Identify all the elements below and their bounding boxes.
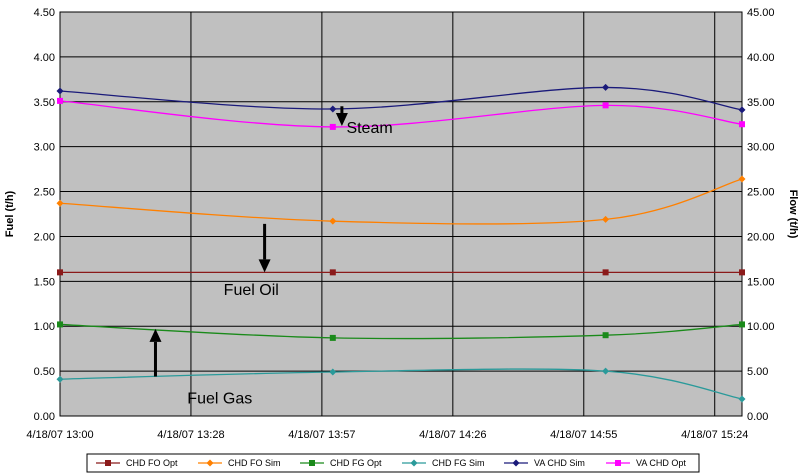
y-left-tick-label: 1.00 — [34, 321, 55, 333]
y-left-tick-label: 1.50 — [34, 276, 55, 288]
legend: CHD FO Opt CHD FO Sim CHD FG Opt CHD FG Sim… — [86, 453, 700, 473]
y-right-tick-label: 5.00 — [747, 366, 768, 378]
y-right-axis-title: Flow (t/h) — [787, 190, 799, 239]
legend-label-chd-fo-opt: CHD FO Opt — [126, 458, 178, 468]
y-left-tick-label: 0.50 — [34, 366, 55, 378]
y-left-tick-label: 3.00 — [34, 142, 55, 154]
legend-label-va-chd-sim: VA CHD Sim — [534, 458, 585, 468]
legend-marker-chd-fo-opt — [105, 460, 111, 466]
legend-label-chd-fo-sim: CHD FO Sim — [228, 458, 281, 468]
x-tick-labels: 4/18/07 13:00 4/18/07 13:28 4/18/07 13:57 4… — [26, 429, 748, 441]
data-point-chd-fg-opt — [329, 334, 336, 341]
data-point-chd-fg-opt — [602, 332, 609, 339]
annotation-steam: Steam — [346, 120, 392, 137]
data-point-chd-fo-sim — [602, 215, 610, 223]
x-tick-label: 4/18/07 14:55 — [550, 429, 617, 441]
data-point-chd-fo-sim — [738, 175, 746, 183]
series-line-va-chd-sim — [59, 86, 743, 111]
y-left-tick-label: 4.50 — [34, 7, 55, 19]
y-right-tick-label: 35.00 — [747, 97, 775, 109]
data-point-chd-fg-opt — [57, 321, 63, 328]
data-point-chd-fo-opt — [329, 269, 336, 276]
y-right-tick-label: 0.00 — [747, 411, 768, 423]
data-point-chd-fg-sim — [738, 395, 746, 403]
data-point-va-chd-opt — [329, 123, 336, 130]
x-tick-label: 4/18/07 15:24 — [681, 429, 748, 441]
data-point-va-chd-opt — [57, 97, 63, 104]
data-point-chd-fo-opt — [739, 269, 745, 276]
series-line-chd-fg-sim — [59, 368, 743, 400]
data-point-chd-fo-sim — [56, 199, 64, 207]
y-right-tick-label: 10.00 — [747, 321, 775, 333]
arrows-layer — [149, 106, 348, 377]
x-tick-label: 4/18/07 13:57 — [288, 429, 355, 441]
y-right-tick-label: 45.00 — [747, 7, 775, 19]
legend-marker-va-chd-opt — [615, 460, 621, 466]
y-right-tick-label: 40.00 — [747, 52, 775, 64]
y-right-tick-label: 15.00 — [747, 276, 775, 288]
plot-area — [59, 11, 743, 417]
series-line-chd-fg-opt — [59, 323, 743, 340]
arrow-down-icon — [258, 259, 271, 273]
legend-label-va-chd-opt: VA CHD Opt — [636, 458, 686, 468]
x-tick-label: 4/18/07 13:00 — [26, 429, 93, 441]
data-point-va-chd-sim — [602, 83, 610, 91]
data-point-chd-fg-sim — [602, 367, 610, 375]
data-point-va-chd-sim — [329, 105, 337, 113]
annotation-fuel-gas: Fuel Gas — [187, 390, 252, 407]
data-point-chd-fo-opt — [602, 269, 609, 276]
y-right-tick-labels: 0.00 5.00 10.00 15.00 20.00 25.00 30.00 35.00 40… — [747, 7, 775, 423]
grid — [60, 12, 742, 416]
series-line-chd-fo-sim — [59, 178, 743, 225]
annotations: Steam Fuel Oil Fuel Gas — [187, 120, 392, 407]
data-point-va-chd-opt — [739, 121, 745, 128]
legend-marker-chd-fg-sim — [410, 459, 418, 467]
data-point-va-chd-opt — [602, 102, 609, 109]
y-right-tick-label: 25.00 — [747, 187, 775, 199]
arrow-up-icon — [149, 328, 162, 342]
y-right-tick-label: 30.00 — [747, 142, 775, 154]
legend-label-chd-fg-sim: CHD FG Sim — [432, 458, 485, 468]
data-point-chd-fg-opt — [739, 321, 745, 328]
y-left-tick-label: 0.00 — [34, 411, 55, 423]
legend-marker-chd-fo-sim — [206, 459, 214, 467]
legend-marker-chd-fg-opt — [309, 460, 315, 466]
arrow-down-icon — [335, 113, 348, 127]
y-left-tick-label: 2.00 — [34, 231, 55, 243]
series-layer — [59, 86, 743, 400]
data-point-chd-fg-sim — [329, 368, 337, 376]
x-tick-label: 4/18/07 13:28 — [157, 429, 224, 441]
y-left-axis-title: Fuel (t/h) — [4, 190, 16, 237]
data-point-chd-fo-sim — [329, 217, 337, 225]
data-point-chd-fo-opt — [57, 269, 63, 276]
y-left-tick-labels: 0.00 0.50 1.00 1.50 2.00 2.50 3.00 3.50 4.00 4.50 — [34, 7, 55, 423]
data-point-va-chd-sim — [738, 106, 746, 114]
y-left-tick-label: 2.50 — [34, 187, 55, 199]
legend-label-chd-fg-opt: CHD FG Opt — [330, 458, 382, 468]
data-point-chd-fg-sim — [56, 375, 64, 383]
y-right-tick-label: 20.00 — [747, 231, 775, 243]
markers-layer — [56, 83, 746, 403]
y-left-tick-label: 3.50 — [34, 97, 55, 109]
legend-box — [86, 453, 700, 473]
legend-marker-va-chd-sim — [512, 459, 520, 467]
annotation-fuel-oil: Fuel Oil — [224, 282, 279, 299]
data-point-va-chd-sim — [56, 87, 64, 95]
series-line-va-chd-opt — [59, 100, 743, 128]
y-left-tick-label: 4.00 — [34, 52, 55, 64]
x-tick-label: 4/18/07 14:26 — [419, 429, 486, 441]
